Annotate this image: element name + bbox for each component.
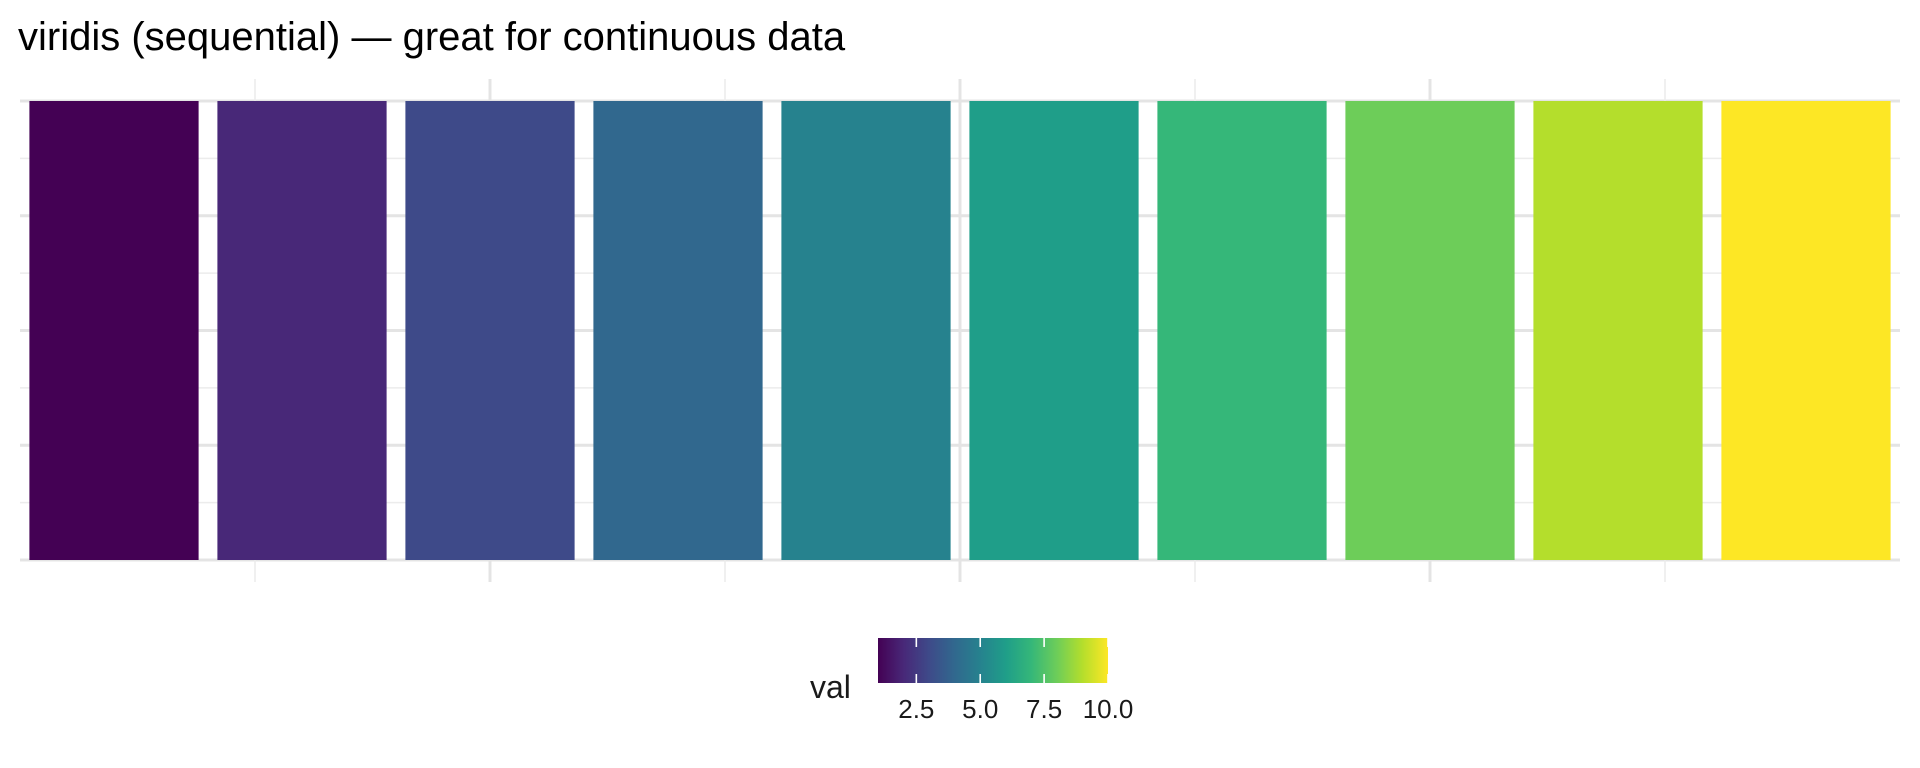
tile <box>217 101 387 560</box>
tile <box>969 101 1139 560</box>
legend-title: val <box>810 669 851 705</box>
tile <box>1533 101 1703 560</box>
colorbar-tick-label: 10.0 <box>1083 694 1134 724</box>
chart-title: viridis (sequential) — great for continu… <box>18 15 846 59</box>
tile <box>1157 101 1327 560</box>
tile <box>593 101 763 560</box>
legend: val 2.5 5.0 7.5 10.0 <box>810 638 1133 724</box>
tile <box>1345 101 1515 560</box>
colorbar <box>878 638 1108 683</box>
tiles <box>29 101 1891 560</box>
legend-ticks: 2.5 5.0 7.5 10.0 <box>898 638 1133 724</box>
tile <box>781 101 951 560</box>
tile <box>29 101 199 560</box>
tile <box>1721 101 1891 560</box>
tile <box>405 101 575 560</box>
colorbar-tick-label: 5.0 <box>962 694 998 724</box>
colorbar-tick-label: 2.5 <box>898 694 934 724</box>
colorbar-tick-label: 7.5 <box>1026 694 1062 724</box>
